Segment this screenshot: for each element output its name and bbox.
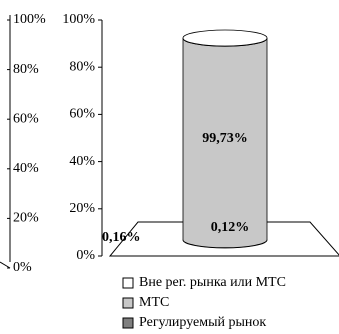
y-tick-label: 80%	[69, 59, 95, 74]
legend-swatch	[122, 297, 134, 309]
y-tick-label: 0%	[13, 260, 32, 275]
y-tick-label: 100%	[13, 12, 46, 27]
y-tick-label: 20%	[69, 201, 95, 216]
cylinder-top	[182, 29, 268, 47]
data-label: 0,12%	[211, 220, 250, 235]
y-tick-label: 80%	[13, 62, 39, 77]
y-tick-label: 60%	[69, 107, 95, 122]
data-label: 99,73%	[202, 131, 248, 146]
legend-swatch	[122, 317, 134, 329]
y-tick-label: 100%	[62, 12, 95, 27]
legend-label: Вне рег. рынка или МТС	[139, 275, 286, 290]
legend-label: Регулируемый рынок	[139, 315, 266, 330]
y-tick-label: 40%	[13, 161, 39, 176]
legend-label: МТС	[139, 295, 169, 310]
y-tick-label: 20%	[13, 211, 39, 226]
legend-swatch	[122, 277, 134, 289]
y-tick-label: 60%	[13, 111, 39, 126]
left-floor	[0, 261, 11, 269]
data-label: 0,16%	[102, 230, 141, 245]
y-tick-label: 40%	[69, 154, 95, 169]
y-tick-label: 0%	[76, 248, 95, 263]
